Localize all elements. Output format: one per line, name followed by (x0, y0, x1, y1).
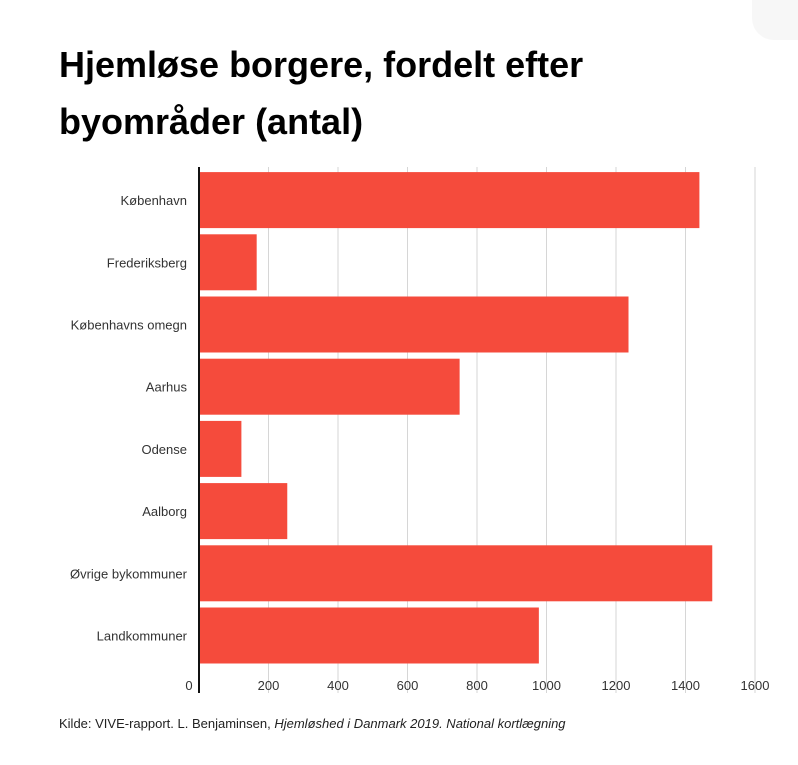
bar (200, 420, 242, 477)
category-label: Øvrige bykommuner (70, 566, 188, 581)
bar (200, 358, 460, 415)
x-tick-label: 1000 (532, 678, 561, 693)
category-label: Odense (141, 442, 187, 457)
x-tick-label: 800 (466, 678, 488, 693)
x-tick-label: 600 (397, 678, 419, 693)
bar (200, 234, 257, 291)
source-text: Kilde: VIVE-rapport. L. Benjaminsen, (59, 716, 275, 731)
category-label: Aalborg (142, 504, 187, 519)
bar (200, 483, 288, 540)
x-tick-label: 1600 (741, 678, 770, 693)
category-label: Københavns omegn (71, 318, 187, 333)
source-note: Kilde: VIVE-rapport. L. Benjaminsen, Hje… (59, 716, 566, 731)
category-label: Landkommuner (97, 629, 188, 644)
bar (200, 296, 629, 353)
category-label: København (121, 193, 188, 208)
chart-title: Hjemløse borgere, fordelt efter byområde… (59, 44, 584, 142)
x-tick-label: 1400 (671, 678, 700, 693)
bar (200, 172, 700, 229)
bar (200, 545, 713, 602)
x-tick-label: 0 (185, 678, 192, 693)
labels: 0 200 400 600 800 1000 1200 1400 1600 København Fr… (70, 193, 770, 693)
source-publication: Hjemløshed i Danmark 2019. National kort… (274, 716, 566, 731)
bar-chart: 0 200 400 600 800 1000 1200 1400 1600 København Fr… (70, 167, 770, 693)
x-tick-label: 1200 (602, 678, 631, 693)
corner-menu-button[interactable] (752, 0, 798, 40)
gridlines (268, 167, 756, 693)
bar (200, 607, 539, 664)
x-tick-label: 400 (327, 678, 349, 693)
category-label: Aarhus (146, 380, 188, 395)
x-tick-label: 200 (258, 678, 280, 693)
bars (200, 172, 713, 664)
category-label: Frederiksberg (107, 255, 187, 270)
